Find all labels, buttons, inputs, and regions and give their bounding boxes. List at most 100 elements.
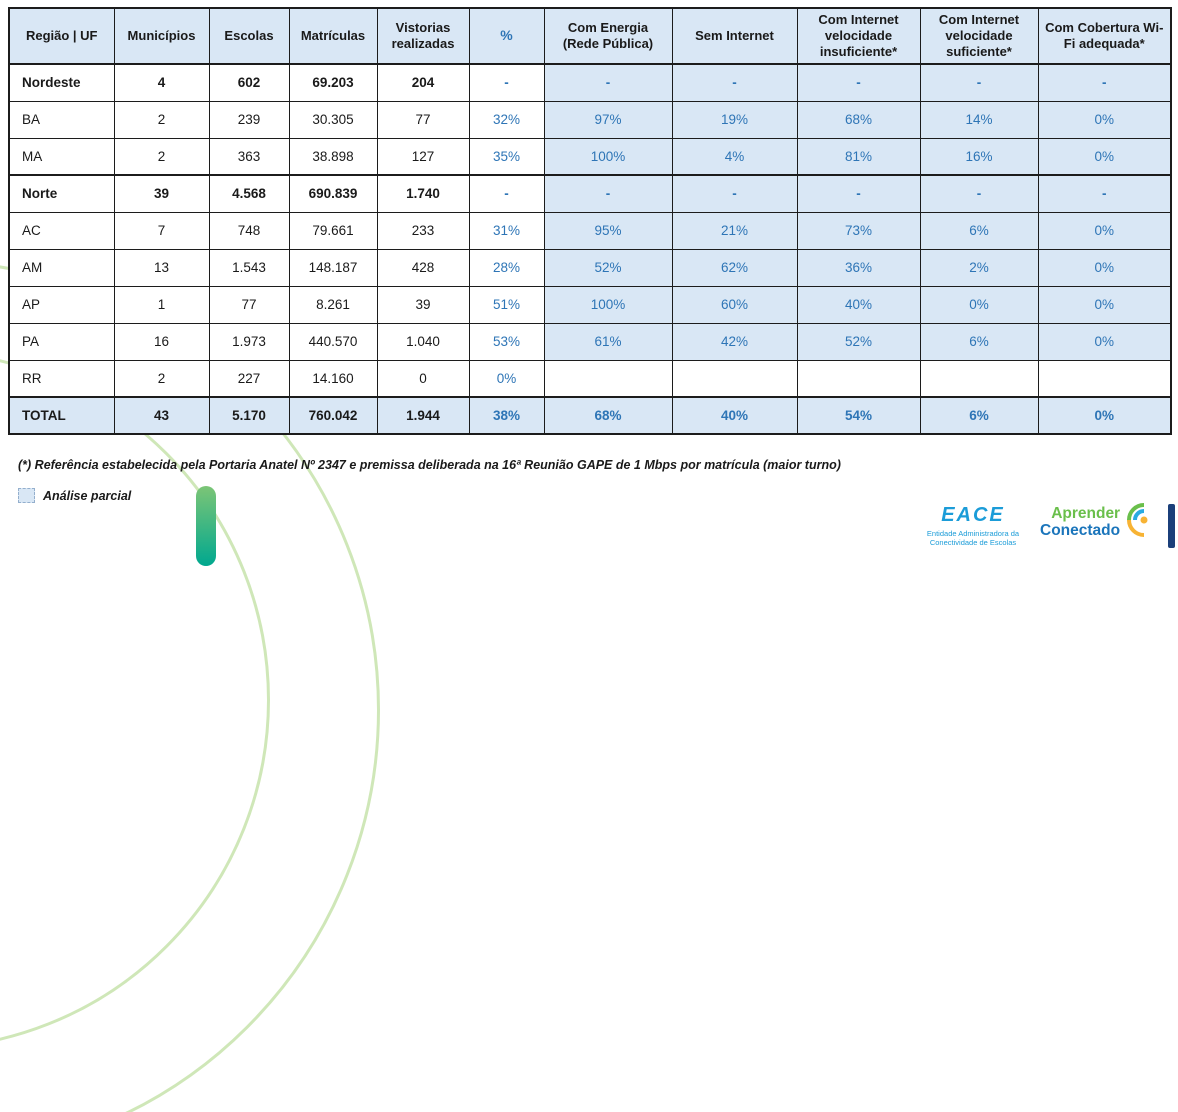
header-wifi-adequada: Com Cobertura Wi-Fi adequada* xyxy=(1037,7,1172,65)
table-cell: - xyxy=(796,174,921,213)
table-row-rr: RR 2 227 14.160 0 0% xyxy=(8,359,1172,398)
table-row-am: AM 13 1.543 148.187 428 28% 52% 62% 36% … xyxy=(8,248,1172,287)
aprender-conectado-text: Aprender Conectado xyxy=(1040,505,1121,539)
table-cell: - xyxy=(468,174,545,213)
table-cell: 16% xyxy=(919,137,1039,176)
header-internet-insuficiente: Com Internet velocidade insuficiente* xyxy=(796,7,921,65)
table-cell: 40% xyxy=(796,285,921,324)
header-vistorias: Vistorias realizadas xyxy=(376,7,470,65)
table-cell: 6% xyxy=(919,396,1039,435)
table-cell: 1.740 xyxy=(376,174,470,213)
table-cell: 0% xyxy=(1037,100,1172,139)
row-label: AM xyxy=(8,248,115,287)
table-cell: 0% xyxy=(1037,396,1172,435)
table-cell: 69.203 xyxy=(288,63,378,102)
table-cell: - xyxy=(796,63,921,102)
table-row-total: TOTAL 43 5.170 760.042 1.944 38% 68% 40%… xyxy=(8,396,1172,435)
header-sem-internet: Sem Internet xyxy=(671,7,798,65)
table-cell: 36% xyxy=(796,248,921,287)
table-cell: 42% xyxy=(671,322,798,361)
table-cell: - xyxy=(919,174,1039,213)
table-row-ac: AC 7 748 79.661 233 31% 95% 21% 73% 6% 0… xyxy=(8,211,1172,250)
row-label: RR xyxy=(8,359,115,398)
table-cell: 21% xyxy=(671,211,798,250)
table-row-nordeste: Nordeste 4 602 69.203 204 - - - - - - xyxy=(8,63,1172,102)
table-cell: 1.543 xyxy=(208,248,290,287)
header-municipios: Municípios xyxy=(113,7,210,65)
table-cell: 4 xyxy=(113,63,210,102)
table-cell: - xyxy=(468,63,545,102)
background-green-bar xyxy=(196,486,216,566)
table-cell: 440.570 xyxy=(288,322,378,361)
table-cell: 233 xyxy=(376,211,470,250)
table-cell: 690.839 xyxy=(288,174,378,213)
table-cell: 35% xyxy=(468,137,545,176)
table-cell: 14% xyxy=(919,100,1039,139)
table-cell: 95% xyxy=(543,211,673,250)
table-cell: 0% xyxy=(1037,285,1172,324)
footnote-reference: (*) Referência estabelecida pela Portari… xyxy=(18,458,841,472)
header-percent: % xyxy=(468,7,545,65)
eace-logo: EACE Entidade Administradora da Conectiv… xyxy=(912,504,1034,548)
connectivity-table: Região | UF Municípios Escolas Matrícula… xyxy=(8,7,1172,435)
row-label: MA xyxy=(8,137,115,176)
table-cell: 148.187 xyxy=(288,248,378,287)
table-cell: 16 xyxy=(113,322,210,361)
table-cell xyxy=(671,359,798,398)
table-cell: 79.661 xyxy=(288,211,378,250)
table-cell: 760.042 xyxy=(288,396,378,435)
table-cell: 32% xyxy=(468,100,545,139)
table-cell xyxy=(543,359,673,398)
table-cell: 1.040 xyxy=(376,322,470,361)
table-row-pa: PA 16 1.973 440.570 1.040 53% 61% 42% 52… xyxy=(8,322,1172,361)
header-regiao-uf: Região | UF xyxy=(8,7,115,65)
table-cell: 2 xyxy=(113,359,210,398)
table-cell: 100% xyxy=(543,285,673,324)
table-cell: 43 xyxy=(113,396,210,435)
table-cell: 0% xyxy=(1037,248,1172,287)
table-cell: - xyxy=(671,63,798,102)
table-cell: 62% xyxy=(671,248,798,287)
table-cell: 2 xyxy=(113,100,210,139)
table-cell: 28% xyxy=(468,248,545,287)
table-cell: - xyxy=(919,63,1039,102)
partial-analysis-swatch xyxy=(18,488,35,503)
table-cell: 6% xyxy=(919,322,1039,361)
table-cell: 54% xyxy=(796,396,921,435)
table-cell: 204 xyxy=(376,63,470,102)
table-cell: 6% xyxy=(919,211,1039,250)
table-row-ba: BA 2 239 30.305 77 32% 97% 19% 68% 14% 0… xyxy=(8,100,1172,139)
row-label: Norte xyxy=(8,174,115,213)
table-cell: 61% xyxy=(543,322,673,361)
table-cell: 38.898 xyxy=(288,137,378,176)
table-cell: 0% xyxy=(468,359,545,398)
row-label: BA xyxy=(8,100,115,139)
table-cell: 1 xyxy=(113,285,210,324)
table-cell: 97% xyxy=(543,100,673,139)
header-internet-suficiente: Com Internet velocidade suficiente* xyxy=(919,7,1039,65)
table-cell: 0 xyxy=(376,359,470,398)
table-cell: 7 xyxy=(113,211,210,250)
table-cell: 4% xyxy=(671,137,798,176)
row-label: Nordeste xyxy=(8,63,115,102)
eace-logo-subtitle: Entidade Administradora da Conectividade… xyxy=(926,529,1020,548)
table-cell xyxy=(919,359,1039,398)
table-cell: 31% xyxy=(468,211,545,250)
row-label: AP xyxy=(8,285,115,324)
header-com-energia: Com Energia (Rede Pública) xyxy=(543,7,673,65)
legend-partial-analysis: Análise parcial xyxy=(18,488,841,503)
row-label: AC xyxy=(8,211,115,250)
footnotes: (*) Referência estabelecida pela Portari… xyxy=(18,458,841,503)
wifi-icon xyxy=(1124,503,1160,542)
row-label: PA xyxy=(8,322,115,361)
table-cell: - xyxy=(671,174,798,213)
table-row-ap: AP 1 77 8.261 39 51% 100% 60% 40% 0% 0% xyxy=(8,285,1172,324)
table-cell: 39 xyxy=(376,285,470,324)
table-header-row: Região | UF Municípios Escolas Matrícula… xyxy=(8,7,1172,65)
table-cell: 53% xyxy=(468,322,545,361)
table-cell: 0% xyxy=(919,285,1039,324)
row-label: TOTAL xyxy=(8,396,115,435)
aprender-label: Aprender xyxy=(1051,505,1121,523)
table-cell: 2% xyxy=(919,248,1039,287)
table-cell: 5.170 xyxy=(208,396,290,435)
